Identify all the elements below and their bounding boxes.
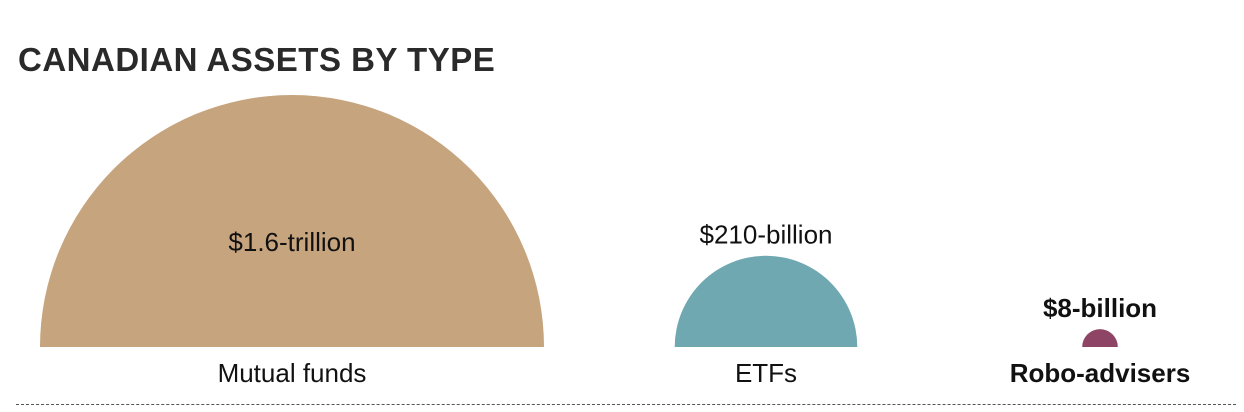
semicircle-etfs <box>674 255 858 347</box>
category-label: Robo-advisers <box>1010 358 1191 388</box>
value-label: $1.6-trillion <box>228 227 355 257</box>
semicircle-robo-advisers <box>1082 329 1118 347</box>
semicircle-mutual-funds <box>40 95 544 347</box>
value-label: $210-billion <box>700 220 833 250</box>
chart-title: CANADIAN ASSETS BY TYPE <box>18 41 496 78</box>
category-label: ETFs <box>735 358 797 388</box>
value-label: $8-billion <box>1043 293 1157 323</box>
category-label: Mutual funds <box>218 358 367 388</box>
bottom-divider <box>16 404 1236 405</box>
